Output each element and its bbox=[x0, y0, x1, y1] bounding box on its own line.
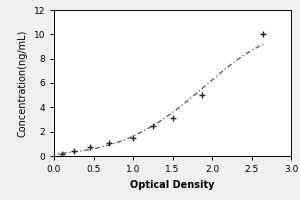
Y-axis label: Concentration(ng/mL): Concentration(ng/mL) bbox=[18, 29, 28, 137]
X-axis label: Optical Density: Optical Density bbox=[130, 180, 215, 190]
